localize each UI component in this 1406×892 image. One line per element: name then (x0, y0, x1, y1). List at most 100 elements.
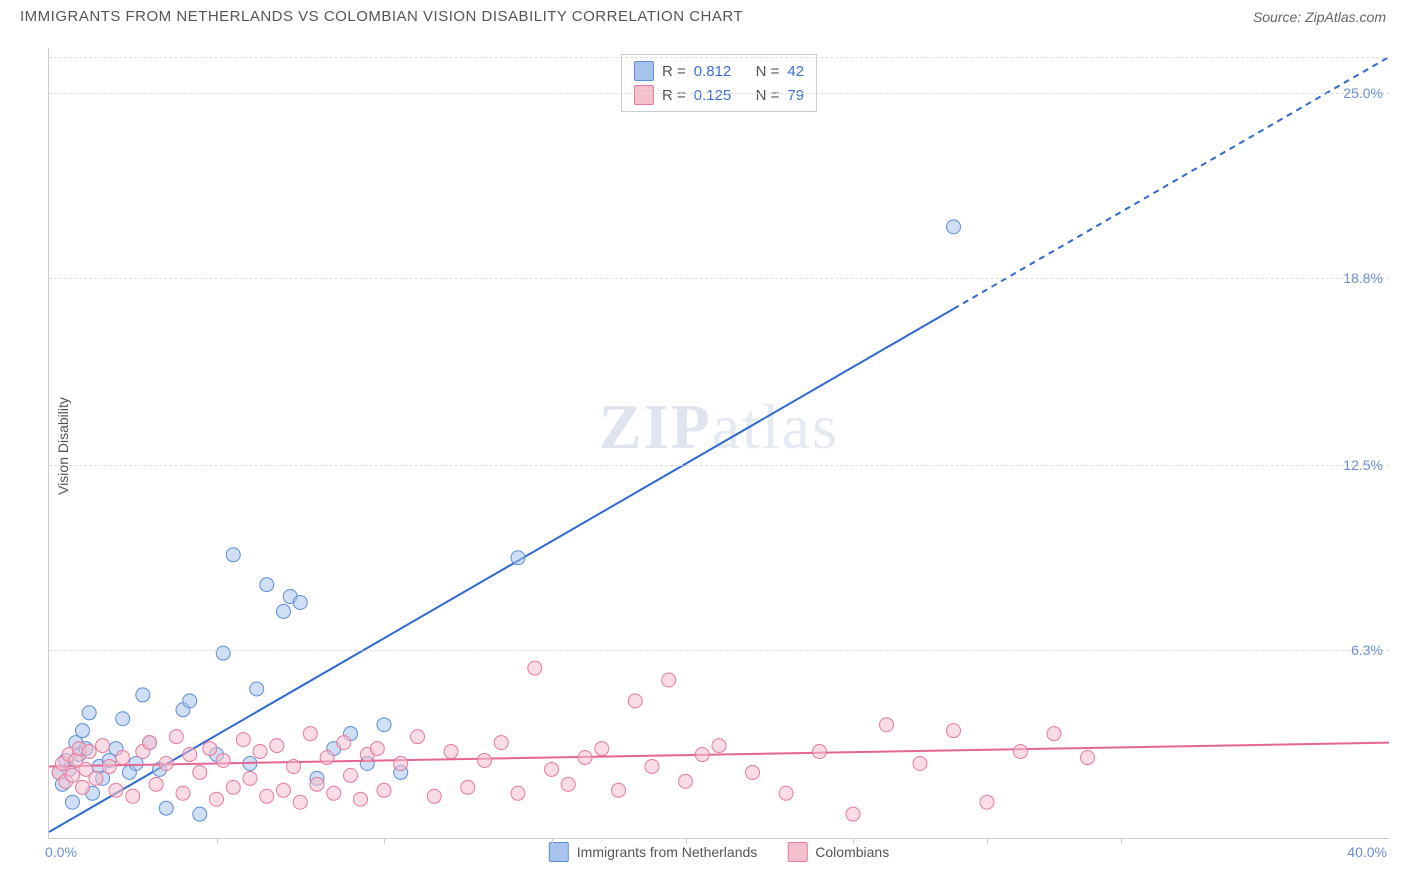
x-axis-min-label: 0.0% (45, 844, 77, 860)
data-point (427, 789, 441, 803)
data-point (679, 774, 693, 788)
source-attribution: Source: ZipAtlas.com (1253, 9, 1386, 25)
data-point (695, 748, 709, 762)
data-point (149, 777, 163, 791)
data-point (320, 751, 334, 765)
data-point (411, 730, 425, 744)
data-point (183, 694, 197, 708)
correlation-legend: R = 0.812 N = 42 R = 0.125 N = 79 (621, 54, 817, 112)
chart-plot-area: ZIPatlas R = 0.812 N = 42 R = 0.125 N = … (48, 48, 1389, 839)
x-tick-mark (384, 838, 385, 844)
data-point (628, 694, 642, 708)
legend-row-series2: R = 0.125 N = 79 (634, 83, 804, 107)
data-point (89, 771, 103, 785)
data-point (612, 783, 626, 797)
data-point (96, 739, 110, 753)
data-point (136, 688, 150, 702)
data-point (478, 753, 492, 767)
data-point (183, 748, 197, 762)
gridline (49, 93, 1389, 94)
data-point (260, 578, 274, 592)
data-point (82, 706, 96, 720)
data-point (327, 786, 341, 800)
legend-row-series1: R = 0.812 N = 42 (634, 59, 804, 83)
data-point (1081, 751, 1095, 765)
data-point (116, 712, 130, 726)
r-label: R = (662, 63, 686, 80)
data-point (394, 756, 408, 770)
data-point (947, 220, 961, 234)
data-point (354, 792, 368, 806)
data-point (76, 724, 90, 738)
data-point (277, 783, 291, 797)
data-point (846, 807, 860, 821)
data-point (645, 759, 659, 773)
data-point (216, 753, 230, 767)
swatch-bottom-series2 (787, 842, 807, 862)
data-point (216, 646, 230, 660)
x-tick-mark (552, 838, 553, 844)
data-point (277, 604, 291, 618)
chart-header: IMMIGRANTS FROM NETHERLANDS VS COLOMBIAN… (0, 0, 1406, 29)
data-point (310, 777, 324, 791)
data-point (65, 795, 79, 809)
gridline (49, 465, 1389, 466)
x-tick-mark (1121, 838, 1122, 844)
x-axis-max-label: 40.0% (1347, 844, 1387, 860)
y-tick-label: 12.5% (1343, 457, 1383, 473)
data-point (176, 786, 190, 800)
data-point (82, 745, 96, 759)
data-point (980, 795, 994, 809)
data-point (102, 759, 116, 773)
chart-title: IMMIGRANTS FROM NETHERLANDS VS COLOMBIAN… (20, 8, 743, 25)
gridline (49, 278, 1389, 279)
r-value-series1: 0.812 (694, 63, 732, 80)
gridline (49, 57, 1389, 58)
data-point (1014, 745, 1028, 759)
gridline (49, 650, 1389, 651)
data-point (226, 548, 240, 562)
x-tick-mark (853, 838, 854, 844)
data-point (193, 807, 207, 821)
data-point (880, 718, 894, 732)
data-point (746, 765, 760, 779)
y-tick-label: 25.0% (1343, 85, 1383, 101)
data-point (193, 765, 207, 779)
data-point (236, 733, 250, 747)
trend-line-dashed-series1 (954, 57, 1390, 309)
legend-label-series1: Immigrants from Netherlands (577, 844, 758, 860)
swatch-bottom-series1 (549, 842, 569, 862)
n-label: N = (756, 87, 780, 104)
data-point (210, 792, 224, 806)
data-point (126, 789, 140, 803)
data-point (253, 745, 267, 759)
data-point (511, 786, 525, 800)
data-point (65, 768, 79, 782)
data-point (813, 745, 827, 759)
data-point (293, 795, 307, 809)
data-point (444, 745, 458, 759)
data-point (779, 786, 793, 800)
data-point (545, 762, 559, 776)
data-point (377, 718, 391, 732)
data-point (169, 730, 183, 744)
data-point (243, 771, 257, 785)
data-point (1047, 727, 1061, 741)
x-tick-mark (686, 838, 687, 844)
r-label: R = (662, 87, 686, 104)
data-point (461, 780, 475, 794)
legend-label-series2: Colombians (815, 844, 889, 860)
data-point (511, 551, 525, 565)
scatter-svg (49, 48, 1389, 838)
r-value-series2: 0.125 (694, 87, 732, 104)
data-point (578, 751, 592, 765)
data-point (159, 801, 173, 815)
x-tick-mark (217, 838, 218, 844)
swatch-series2 (634, 85, 654, 105)
data-point (287, 759, 301, 773)
data-point (143, 736, 157, 750)
data-point (595, 742, 609, 756)
series-legend: Immigrants from Netherlands Colombians (549, 842, 889, 862)
n-value-series1: 42 (787, 63, 804, 80)
data-point (947, 724, 961, 738)
